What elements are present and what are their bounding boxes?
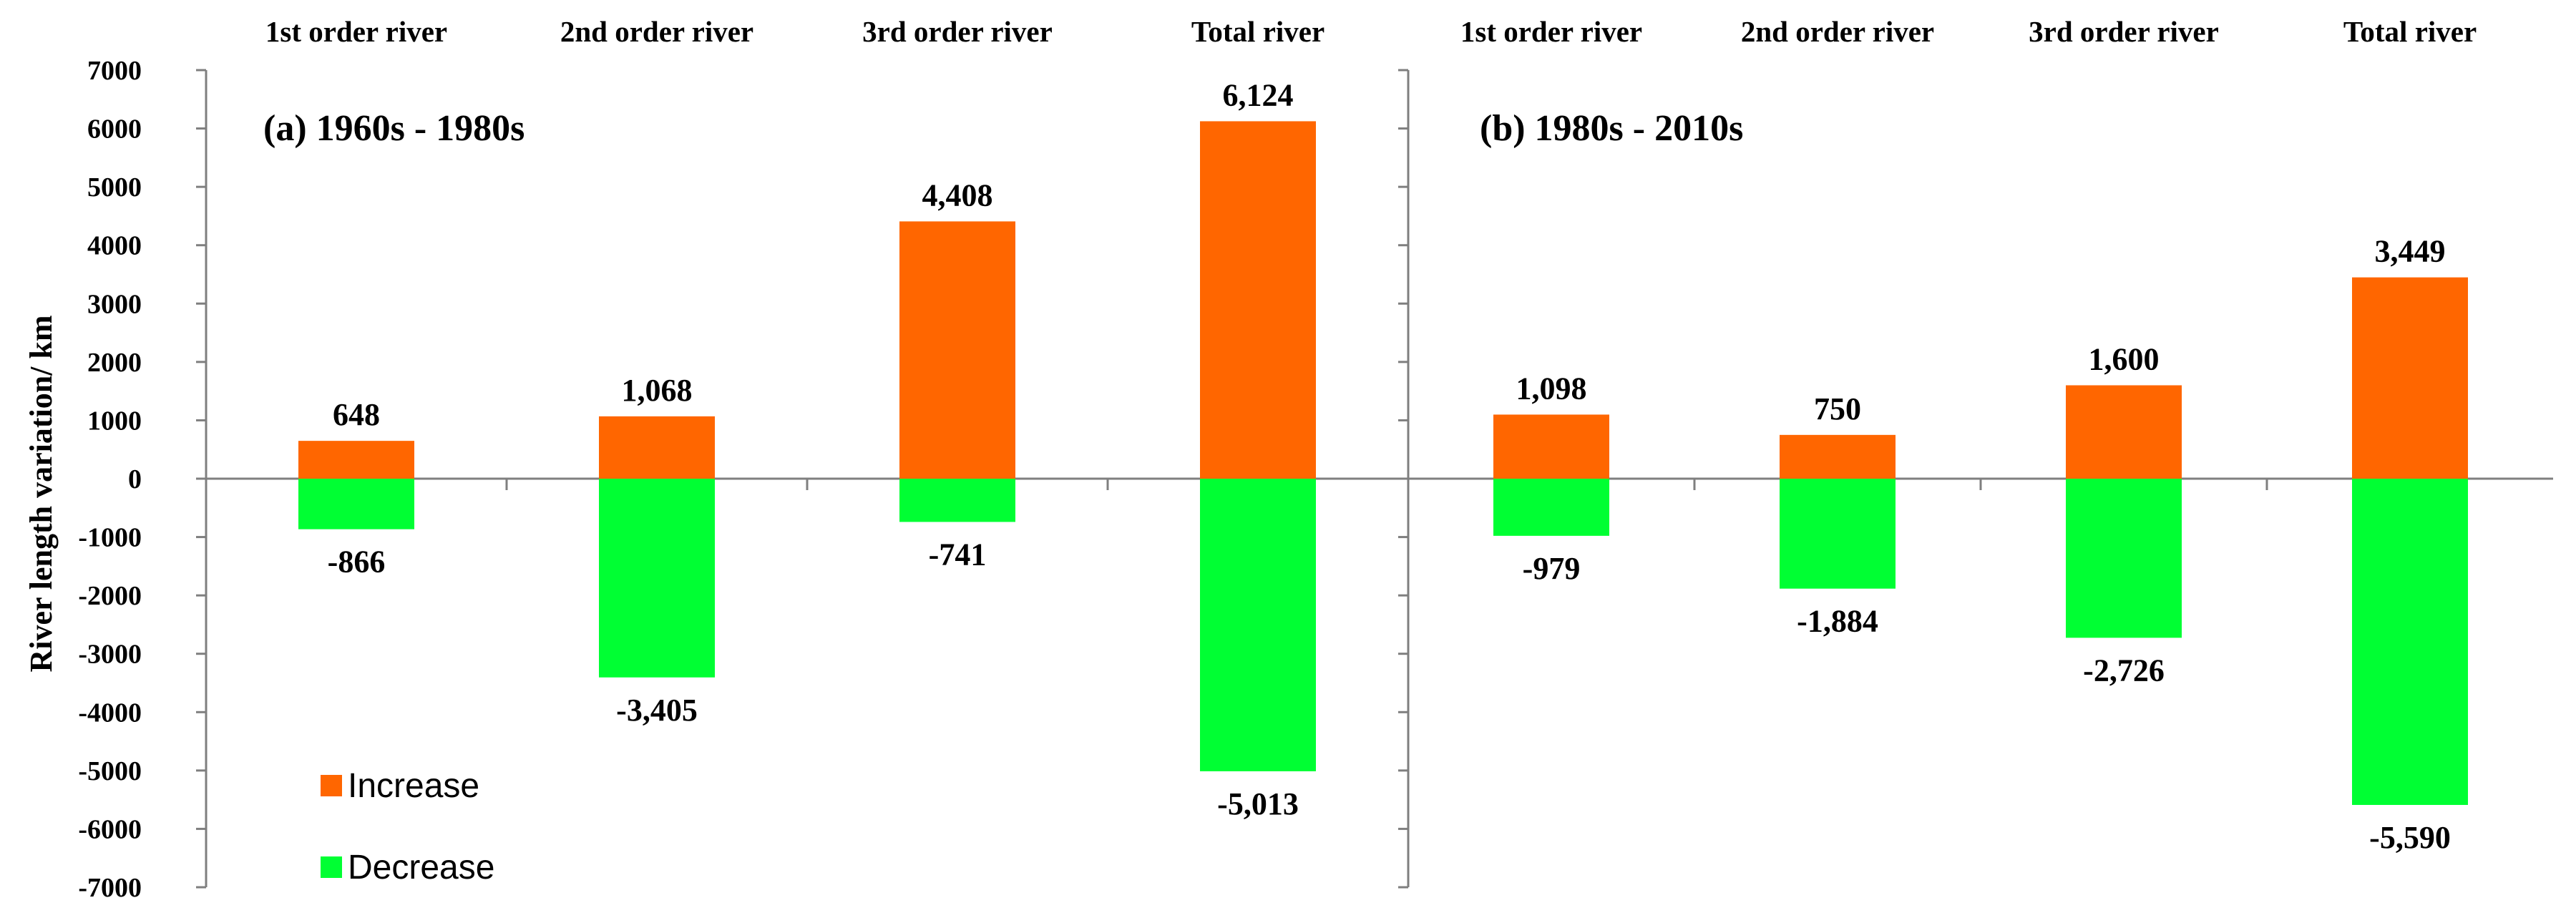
increase-data-label: 3,449 xyxy=(2375,234,2446,269)
increase-data-label: 750 xyxy=(1814,391,1861,426)
category-label: Total river xyxy=(1191,15,1324,48)
panel-title: (a) 1960s - 1980s xyxy=(263,108,525,149)
y-tick-label: 4000 xyxy=(87,231,142,261)
increase-data-label: 1,098 xyxy=(1516,371,1587,406)
category-label: Total river xyxy=(2343,15,2477,48)
y-tick-label: -4000 xyxy=(78,698,142,728)
increase-data-label: 648 xyxy=(333,397,380,432)
y-tick-label: -2000 xyxy=(78,581,142,611)
decrease-data-label: -979 xyxy=(1523,551,1581,586)
legend-increase-swatch xyxy=(321,775,342,796)
decrease-data-label: -3,405 xyxy=(616,693,698,728)
decrease-data-label: -5,590 xyxy=(2369,820,2451,855)
y-axis-label: River length variation/ km xyxy=(24,315,59,672)
increase-bar xyxy=(2352,277,2468,479)
legend-increase-label: Increase xyxy=(348,767,479,805)
category-label: 3rd order river xyxy=(2029,15,2219,48)
decrease-bar xyxy=(2066,479,2182,638)
category-label: 1st order river xyxy=(265,15,447,48)
y-tick-label: 0 xyxy=(128,464,142,494)
decrease-data-label: -1,884 xyxy=(1797,604,1878,639)
decrease-bar xyxy=(1200,479,1316,771)
bars xyxy=(298,121,2468,805)
decrease-bar xyxy=(899,479,1015,522)
labels: (a) 1960s - 1980s 1st order river 2nd orde… xyxy=(263,15,2477,855)
y-tick-label: 6000 xyxy=(87,114,142,145)
legend-decrease-swatch xyxy=(321,856,342,878)
increase-bar xyxy=(298,441,414,479)
decrease-bar xyxy=(2352,479,2468,805)
y-tick-label: -5000 xyxy=(78,756,142,786)
decrease-data-label: -741 xyxy=(929,537,987,572)
increase-bar xyxy=(2066,385,2182,479)
legend-decrease-label: Decrease xyxy=(348,849,494,887)
increase-bar xyxy=(1493,414,1609,479)
y-tick-label: 3000 xyxy=(87,289,142,319)
category-label: 2nd order river xyxy=(560,15,753,48)
category-label: 2nd order river xyxy=(1741,15,1934,48)
y-tick-label: -1000 xyxy=(78,523,142,553)
decrease-data-label: -2,726 xyxy=(2083,653,2165,688)
increase-data-label: 1,068 xyxy=(622,373,693,408)
category-label: 3rd order river xyxy=(862,15,1053,48)
y-tick-label: 2000 xyxy=(87,348,142,378)
increase-bar xyxy=(899,221,1015,479)
axes: 7000 6000 5000 4000 3000 2000 1000 0 -1000 -2000 -… xyxy=(78,56,2553,903)
category-label: 1st order river xyxy=(1460,15,1642,48)
y-tick-label: 1000 xyxy=(87,406,142,436)
decrease-bar xyxy=(298,479,414,529)
decrease-bar xyxy=(1493,479,1609,536)
decrease-data-label: -5,013 xyxy=(1217,786,1299,821)
increase-data-label: 4,408 xyxy=(922,177,993,213)
increase-data-label: 1,600 xyxy=(2089,341,2160,376)
decrease-bar xyxy=(1780,479,1896,589)
increase-data-label: 6,124 xyxy=(1223,77,1294,112)
panel-title: (b) 1980s - 2010s xyxy=(1480,108,1743,149)
increase-bar xyxy=(1200,121,1316,479)
y-tick-label: 7000 xyxy=(87,56,142,86)
increase-bar xyxy=(1780,434,1896,479)
y-tick-label: -7000 xyxy=(78,873,142,903)
y-tick-label: -6000 xyxy=(78,814,142,844)
decrease-data-label: -866 xyxy=(328,545,386,580)
y-tick-label: 5000 xyxy=(87,172,142,202)
y-tick-label: -3000 xyxy=(78,640,142,670)
decrease-bar xyxy=(599,479,715,678)
increase-bar xyxy=(599,416,715,479)
legend: Increase Decrease xyxy=(321,767,494,887)
